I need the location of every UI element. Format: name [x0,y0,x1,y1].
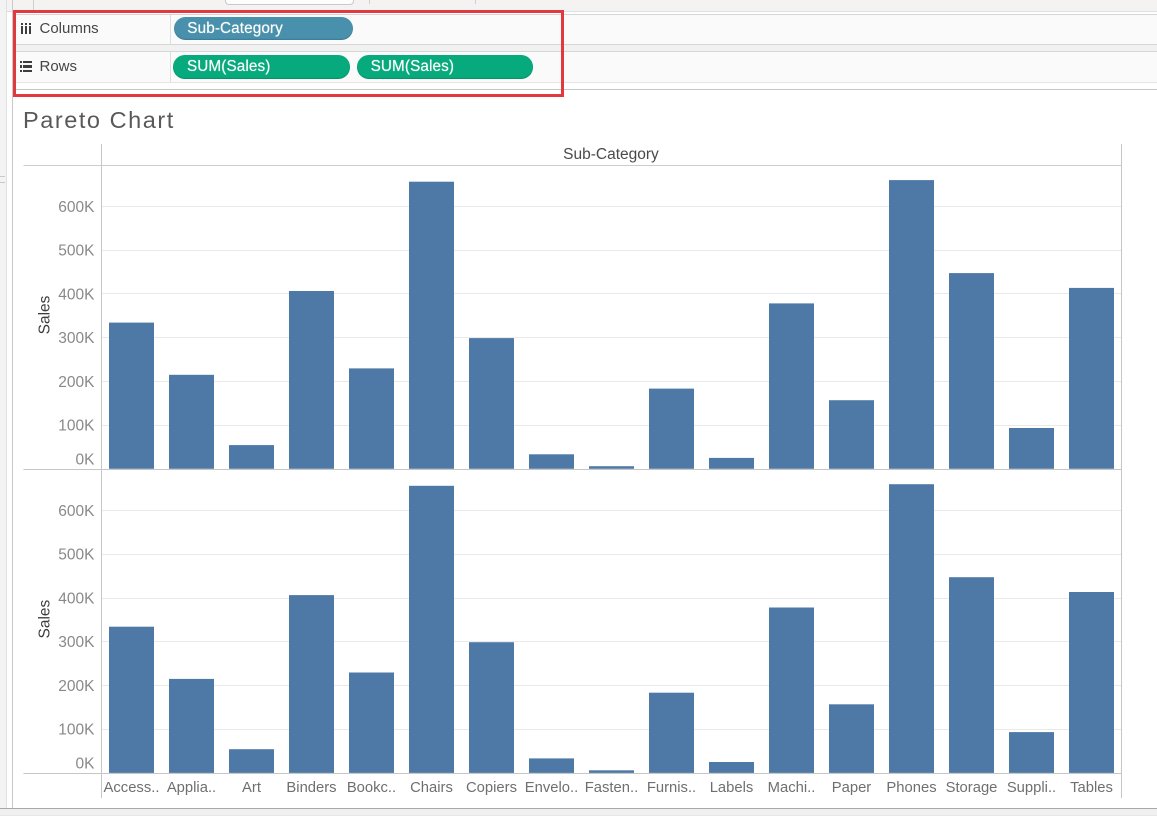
svg-text:Suppli..: Suppli.. [1007,780,1056,796]
svg-text:0K: 0K [76,756,96,773]
svg-text:Labels: Labels [710,780,754,796]
svg-text:Binders: Binders [286,780,336,796]
svg-text:600K: 600K [58,199,95,216]
svg-text:300K: 300K [58,634,95,651]
svg-text:Furnis..: Furnis.. [647,780,696,796]
svg-text:Applia..: Applia.. [167,780,216,796]
svg-text:Access..: Access.. [104,780,160,796]
svg-text:Storage: Storage [946,780,998,796]
svg-text:Phones: Phones [886,780,936,796]
svg-text:Chairs: Chairs [410,780,453,796]
svg-text:600K: 600K [58,503,95,520]
svg-text:Art: Art [242,780,261,796]
svg-text:Bookc..: Bookc.. [347,780,396,796]
svg-text:100K: 100K [58,722,95,739]
svg-text:300K: 300K [58,330,95,347]
svg-text:Sales: Sales [37,599,54,638]
svg-text:Sales: Sales [37,295,54,334]
svg-text:400K: 400K [58,286,95,303]
svg-text:Tables: Tables [1070,780,1113,796]
svg-text:200K: 200K [58,678,95,695]
svg-text:Envelo..: Envelo.. [525,780,578,796]
svg-text:500K: 500K [58,243,95,260]
svg-text:Fasten..: Fasten.. [585,780,638,796]
svg-text:Copiers: Copiers [466,780,517,796]
svg-text:Sub-Category: Sub-Category [563,146,659,163]
svg-text:400K: 400K [58,591,95,608]
svg-text:Machi..: Machi.. [768,780,816,796]
svg-text:100K: 100K [58,418,95,435]
svg-text:Paper: Paper [832,780,872,796]
svg-text:200K: 200K [58,374,95,391]
svg-text:0K: 0K [76,451,96,468]
svg-text:500K: 500K [58,547,95,564]
